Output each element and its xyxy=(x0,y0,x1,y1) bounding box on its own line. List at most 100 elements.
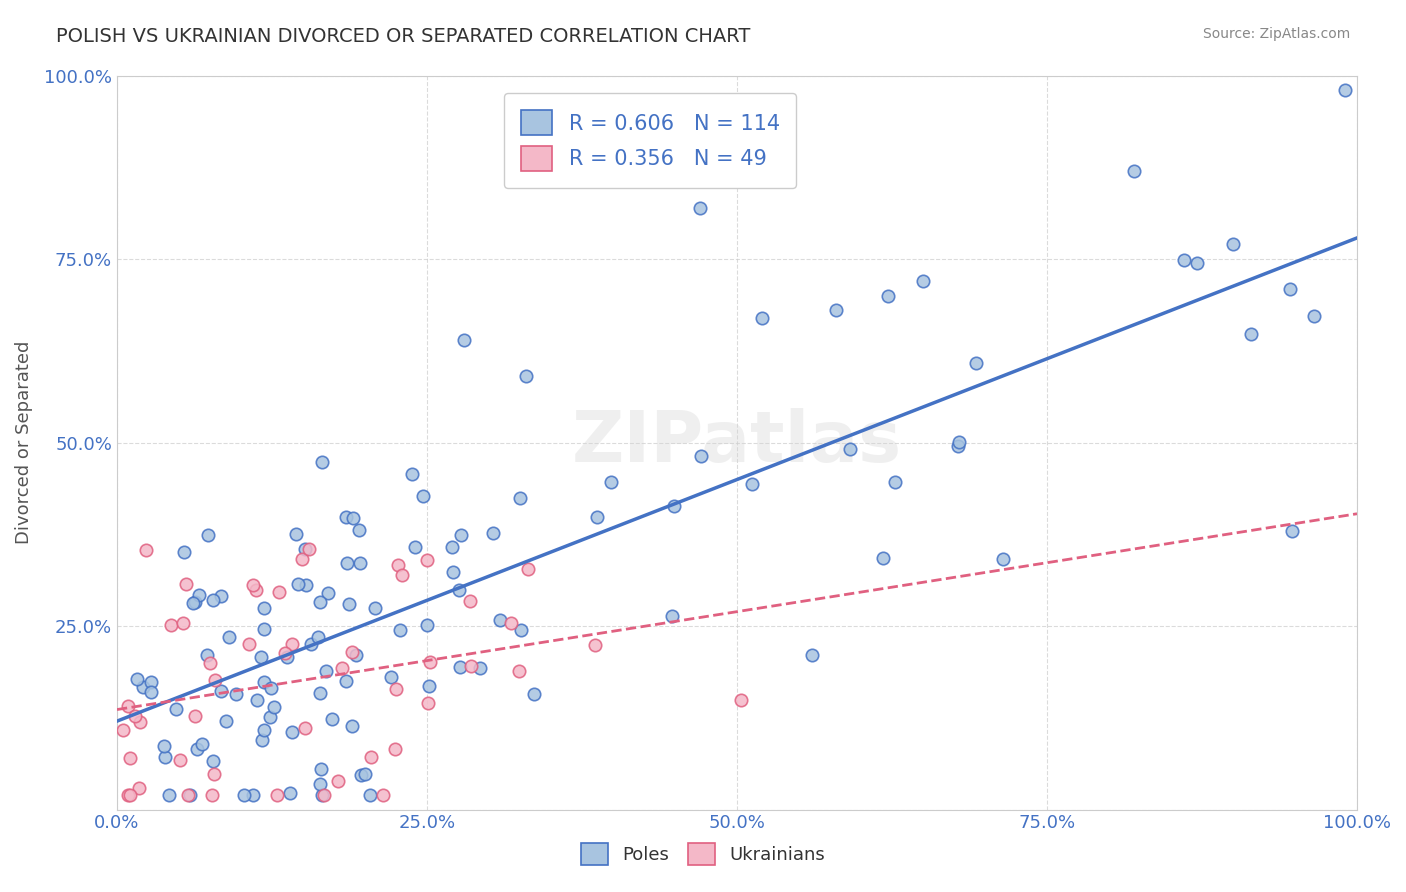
Point xyxy=(291,552,314,566)
Point xyxy=(391,567,413,582)
Point xyxy=(1333,83,1355,97)
Point xyxy=(201,788,224,802)
Y-axis label: Divorced or Separated: Divorced or Separated xyxy=(15,341,32,544)
Point xyxy=(111,723,134,737)
Point xyxy=(449,660,471,674)
Point xyxy=(993,552,1015,566)
Legend: Poles, Ukrainians: Poles, Ukrainians xyxy=(572,834,834,874)
Point xyxy=(309,686,332,700)
Point xyxy=(359,788,381,802)
Point xyxy=(173,545,195,559)
Point xyxy=(337,597,360,611)
Point xyxy=(155,750,177,764)
Point xyxy=(118,751,141,765)
Point xyxy=(838,442,860,456)
Point xyxy=(312,788,335,802)
Point xyxy=(174,577,197,591)
Point xyxy=(218,630,240,644)
Point xyxy=(336,556,359,570)
Point xyxy=(274,646,297,660)
Point xyxy=(238,637,260,651)
Point xyxy=(458,594,481,608)
Point xyxy=(599,475,621,490)
Point xyxy=(440,540,463,554)
Point xyxy=(583,638,606,652)
Point xyxy=(280,637,302,651)
Point xyxy=(450,528,472,542)
Point xyxy=(347,523,370,537)
Point xyxy=(883,475,905,489)
Point xyxy=(259,681,281,695)
Point xyxy=(360,750,382,764)
Point xyxy=(197,648,219,662)
Point xyxy=(186,742,208,756)
Point xyxy=(117,788,139,802)
Point xyxy=(416,696,439,710)
Point xyxy=(177,788,200,802)
Point xyxy=(689,201,711,215)
Point xyxy=(349,556,371,570)
Point xyxy=(307,630,329,644)
Point xyxy=(117,699,139,714)
Point xyxy=(516,562,538,576)
Point xyxy=(184,595,207,609)
Point xyxy=(387,558,409,572)
Point xyxy=(299,636,322,650)
Point xyxy=(1185,256,1208,270)
Point xyxy=(350,768,373,782)
Point xyxy=(202,754,225,768)
Point xyxy=(204,673,226,688)
Point xyxy=(159,788,181,802)
Point xyxy=(509,491,531,505)
Point xyxy=(460,658,482,673)
Point xyxy=(1240,327,1263,342)
Point xyxy=(330,661,353,675)
Point xyxy=(586,509,609,524)
Point xyxy=(501,615,523,630)
Legend: R = 0.606   N = 114, R = 0.356   N = 49: R = 0.606 N = 114, R = 0.356 N = 49 xyxy=(503,94,796,188)
Point xyxy=(253,601,276,615)
Point xyxy=(245,582,267,597)
Point xyxy=(287,577,309,591)
Point xyxy=(179,788,201,802)
Point xyxy=(169,753,191,767)
Point xyxy=(132,680,155,694)
Point xyxy=(209,684,232,698)
Point xyxy=(404,540,426,554)
Point xyxy=(416,553,439,567)
Point xyxy=(125,672,148,686)
Point xyxy=(470,661,492,675)
Point xyxy=(263,700,285,714)
Point xyxy=(250,649,273,664)
Point xyxy=(664,500,686,514)
Point xyxy=(184,708,207,723)
Point xyxy=(197,528,219,542)
Point xyxy=(309,777,332,791)
Point xyxy=(242,578,264,592)
Point xyxy=(416,618,439,632)
Point xyxy=(309,762,332,776)
Point xyxy=(250,732,273,747)
Point xyxy=(1302,310,1324,324)
Point xyxy=(135,543,157,558)
Point xyxy=(401,467,423,482)
Point xyxy=(141,675,163,690)
Point xyxy=(1279,282,1302,296)
Point xyxy=(181,596,204,610)
Point xyxy=(354,767,377,781)
Point xyxy=(198,657,221,671)
Point xyxy=(946,439,969,453)
Point xyxy=(187,588,209,602)
Point xyxy=(209,590,232,604)
Point xyxy=(412,489,434,503)
Point xyxy=(326,774,349,789)
Point xyxy=(453,333,475,347)
Point xyxy=(1173,252,1195,267)
Point xyxy=(801,648,824,663)
Point xyxy=(449,583,471,598)
Point xyxy=(278,786,301,800)
Point xyxy=(384,742,406,756)
Point xyxy=(510,623,533,637)
Point xyxy=(741,477,763,491)
Point xyxy=(315,664,337,678)
